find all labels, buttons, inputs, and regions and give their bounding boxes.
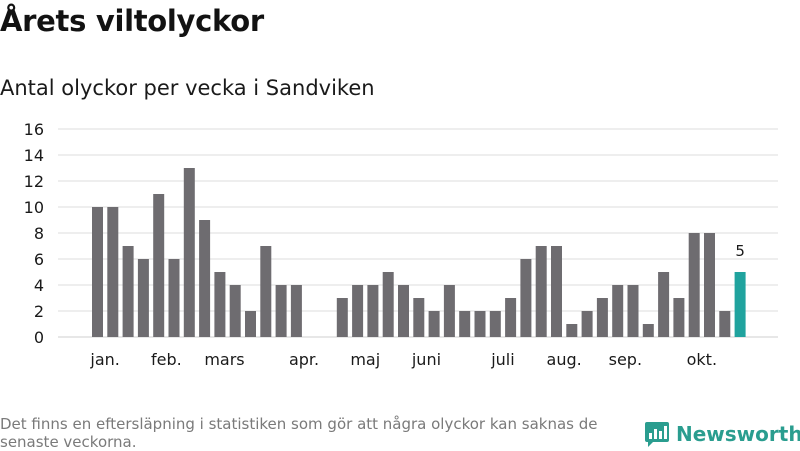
bar[interactable] (719, 311, 731, 337)
bar[interactable] (168, 259, 180, 337)
x-tick-label: aug. (547, 350, 582, 369)
x-tick-label: juni (411, 350, 441, 369)
bar[interactable] (551, 246, 562, 337)
x-tick-label: okt. (687, 350, 717, 369)
data-labels: 5 (735, 242, 745, 260)
x-tick-label: maj (350, 350, 380, 369)
y-tick-label: 6 (34, 250, 44, 269)
bar[interactable] (107, 207, 119, 337)
bar[interactable] (688, 233, 700, 337)
bar[interactable] (505, 298, 517, 337)
y-tick-label: 8 (34, 224, 44, 243)
bar[interactable] (137, 259, 149, 337)
bar[interactable] (398, 285, 409, 337)
newsworthy-logo-icon (645, 422, 669, 447)
bar[interactable] (612, 285, 624, 337)
bar[interactable] (627, 285, 639, 337)
bar[interactable] (642, 324, 654, 337)
x-tick-label: feb. (151, 350, 182, 369)
bar[interactable] (704, 233, 715, 337)
bar[interactable] (520, 259, 532, 337)
bar[interactable] (336, 298, 348, 337)
bar[interactable] (658, 272, 670, 337)
bars (92, 168, 746, 337)
bar[interactable] (229, 285, 241, 337)
bar[interactable] (443, 285, 455, 337)
x-tick-label: juli (490, 350, 514, 369)
brand-logo[interactable]: Newsworthy (644, 420, 800, 448)
bar[interactable] (459, 311, 471, 337)
bar[interactable] (199, 220, 211, 337)
bar[interactable] (92, 207, 103, 337)
y-tick-label: 4 (34, 276, 44, 295)
bar[interactable] (489, 311, 501, 337)
bar[interactable] (275, 285, 287, 337)
y-tick-label: 10 (24, 198, 44, 217)
bar-chart: 0 2 4 6 8 10 12 14 16 jan. feb. mars apr. maj juni jul… (24, 120, 778, 369)
bar[interactable] (566, 324, 578, 337)
x-tick-label: jan. (89, 350, 119, 369)
brand-name: Newsworthy (676, 422, 800, 446)
bar[interactable] (183, 168, 195, 337)
bar[interactable] (260, 246, 272, 337)
y-tick-label: 16 (24, 120, 44, 139)
chart-title: Årets viltolyckor (0, 4, 264, 38)
bar-highlight[interactable] (734, 272, 746, 337)
bar[interactable] (474, 311, 486, 337)
y-axis-ticks: 0 2 4 6 8 10 12 14 16 (24, 120, 44, 347)
y-tick-label: 0 (34, 328, 44, 347)
x-tick-label: apr. (289, 350, 319, 369)
y-tick-label: 14 (24, 146, 44, 165)
x-axis-ticks: jan. feb. mars apr. maj juni juli aug. sep. okt. (89, 350, 717, 369)
bar[interactable] (596, 298, 608, 337)
bar[interactable] (214, 272, 226, 337)
bar[interactable] (413, 298, 425, 337)
x-tick-label: sep. (609, 350, 642, 369)
bar[interactable] (367, 285, 379, 337)
bar[interactable] (382, 272, 394, 337)
y-tick-label: 12 (24, 172, 44, 191)
chart-subtitle: Antal olyckor per vecka i Sandviken (0, 76, 375, 100)
bar[interactable] (153, 194, 165, 337)
bar[interactable] (673, 298, 685, 337)
highlight-value-label: 5 (735, 242, 745, 260)
x-tick-label: mars (204, 350, 244, 369)
bar[interactable] (581, 311, 593, 337)
bar[interactable] (122, 246, 134, 337)
bar[interactable] (290, 285, 302, 337)
bar[interactable] (428, 311, 440, 337)
y-tick-label: 2 (34, 302, 44, 321)
footnote: Det finns en eftersläpning i statistiken… (0, 415, 598, 451)
bar[interactable] (352, 285, 364, 337)
bar[interactable] (535, 246, 547, 337)
bar[interactable] (245, 311, 256, 337)
